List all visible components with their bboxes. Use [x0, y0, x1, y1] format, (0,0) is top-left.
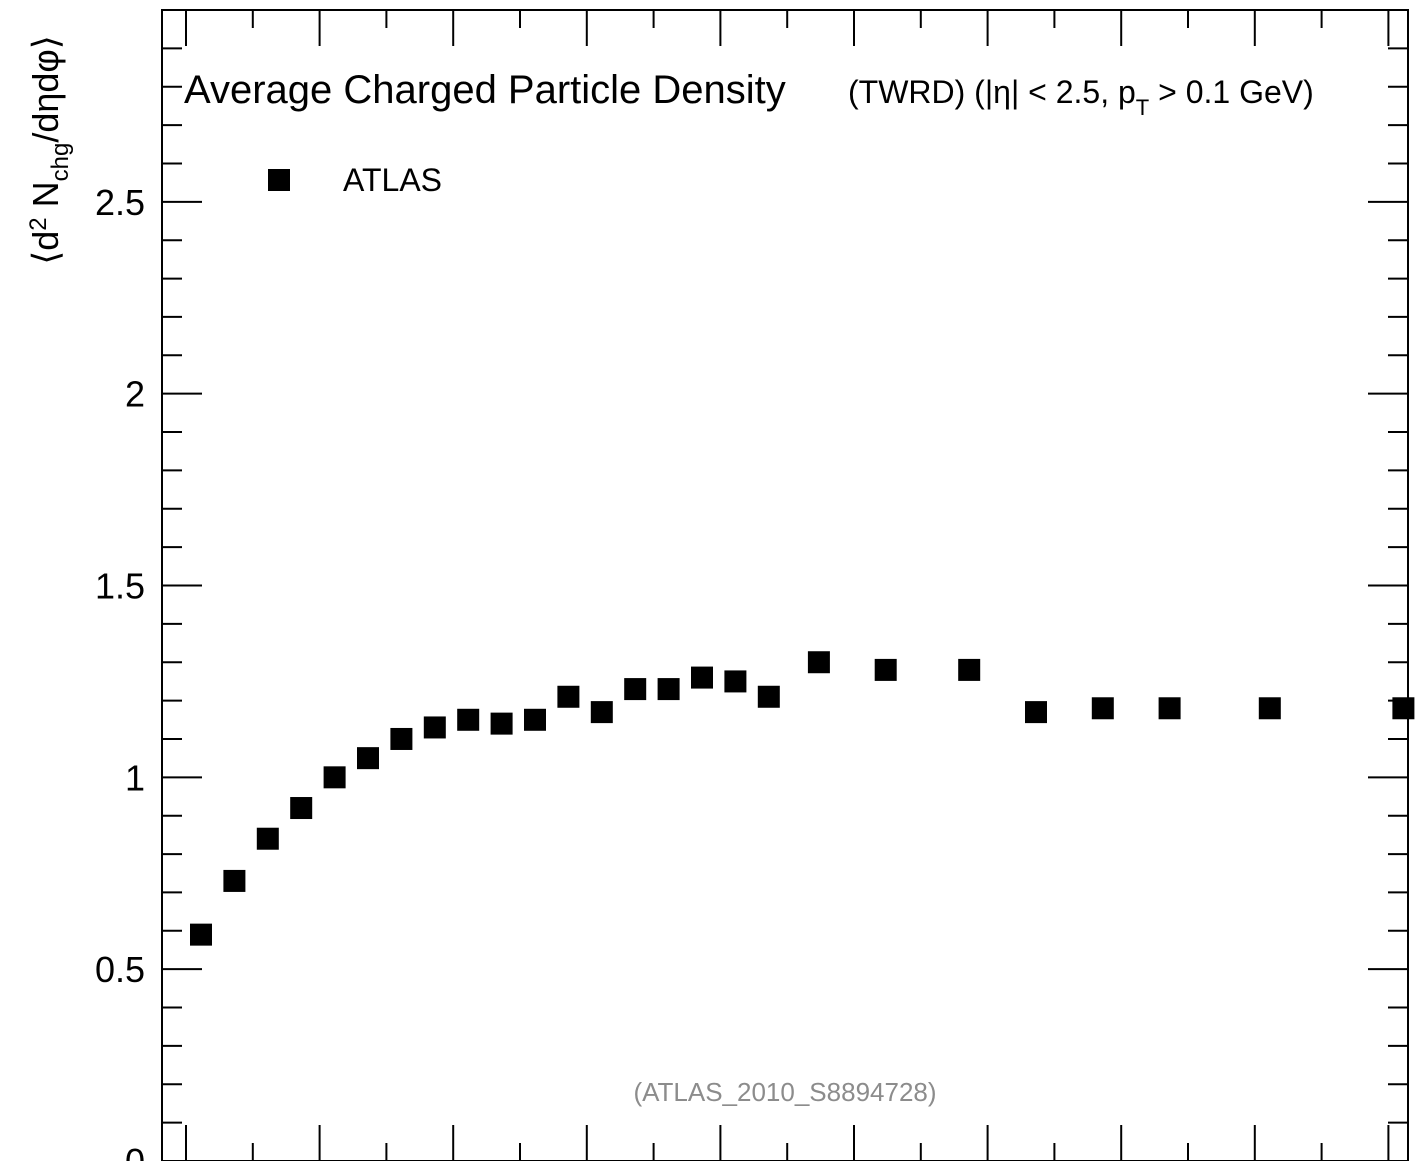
- data-point: [557, 685, 580, 708]
- axis-ticks: [162, 9, 1408, 1161]
- y-tick-label: 2.5: [95, 182, 145, 223]
- analysis-watermark: (ATLAS_2010_S8894728): [633, 1077, 936, 1107]
- y-tick-label: 0: [125, 1141, 145, 1161]
- data-point: [190, 923, 212, 946]
- data-point: [724, 670, 747, 693]
- y-tick-label: 2: [125, 374, 145, 415]
- data-point: [657, 678, 680, 701]
- data-point: [1025, 701, 1047, 724]
- data-series-atlas: [190, 651, 1415, 946]
- y-tick-label: 1: [125, 757, 145, 798]
- data-point: [490, 712, 513, 735]
- data-point: [874, 658, 897, 681]
- y-tick-label: 1.5: [95, 566, 145, 607]
- data-point: [691, 666, 713, 689]
- data-point: [624, 678, 647, 701]
- chart-title: Average Charged Particle Density: [184, 68, 786, 112]
- data-point: [1091, 697, 1114, 720]
- y-axis-label: ⟨d2 Nchg/dηdφ⟩: [25, 35, 74, 265]
- data-point: [757, 685, 780, 708]
- chart-subtitle: (TWRD) (|η| < 2.5, pT > 0.1 GeV): [848, 74, 1314, 120]
- legend: ATLAS: [268, 162, 442, 198]
- legend-label: ATLAS: [343, 162, 442, 198]
- data-point: [423, 716, 446, 739]
- data-point: [1392, 697, 1415, 720]
- data-point: [524, 708, 546, 731]
- data-point: [290, 797, 313, 820]
- data-point: [1158, 697, 1181, 720]
- data-point: [390, 727, 413, 750]
- data-point: [590, 701, 613, 724]
- data-point: [958, 658, 981, 681]
- data-point: [256, 827, 279, 850]
- data-point: [357, 747, 379, 770]
- data-point: [807, 651, 830, 674]
- legend-marker: [268, 169, 290, 191]
- y-tick-labels: 0 0.5 1 1.5 2 2.5: [95, 182, 145, 1161]
- data-point: [223, 869, 246, 892]
- data-point: [457, 708, 480, 731]
- data-point: [323, 766, 346, 789]
- data-point: [1258, 697, 1281, 720]
- y-tick-label: 0.5: [95, 949, 145, 990]
